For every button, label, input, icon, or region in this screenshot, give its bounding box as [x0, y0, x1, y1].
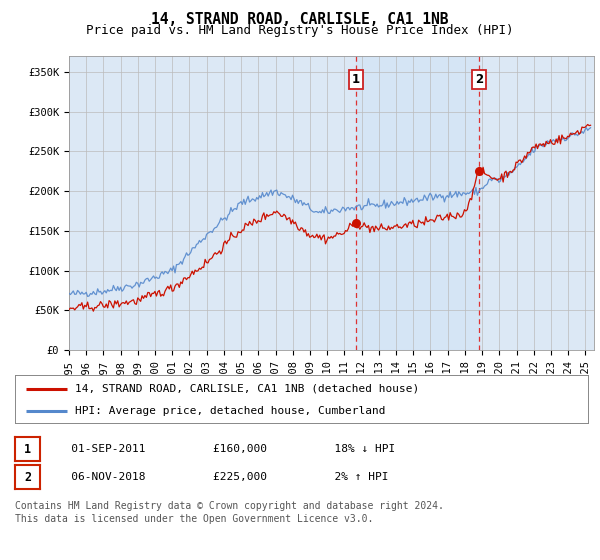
Text: 14, STRAND ROAD, CARLISLE, CA1 1NB (detached house): 14, STRAND ROAD, CARLISLE, CA1 1NB (deta… — [75, 384, 419, 394]
Text: 2: 2 — [24, 470, 31, 484]
Text: 2: 2 — [475, 73, 484, 86]
Text: HPI: Average price, detached house, Cumberland: HPI: Average price, detached house, Cumb… — [75, 407, 386, 417]
Text: This data is licensed under the Open Government Licence v3.0.: This data is licensed under the Open Gov… — [15, 514, 373, 524]
Text: Contains HM Land Registry data © Crown copyright and database right 2024.: Contains HM Land Registry data © Crown c… — [15, 501, 444, 511]
Text: 1: 1 — [352, 73, 360, 86]
Text: 06-NOV-2018          £225,000          2% ↑ HPI: 06-NOV-2018 £225,000 2% ↑ HPI — [51, 472, 389, 482]
Text: 1: 1 — [24, 442, 31, 456]
Bar — [356, 56, 479, 350]
Text: 14, STRAND ROAD, CARLISLE, CA1 1NB: 14, STRAND ROAD, CARLISLE, CA1 1NB — [151, 12, 449, 27]
Text: 01-SEP-2011          £160,000          18% ↓ HPI: 01-SEP-2011 £160,000 18% ↓ HPI — [51, 444, 395, 454]
Text: Price paid vs. HM Land Registry's House Price Index (HPI): Price paid vs. HM Land Registry's House … — [86, 24, 514, 36]
